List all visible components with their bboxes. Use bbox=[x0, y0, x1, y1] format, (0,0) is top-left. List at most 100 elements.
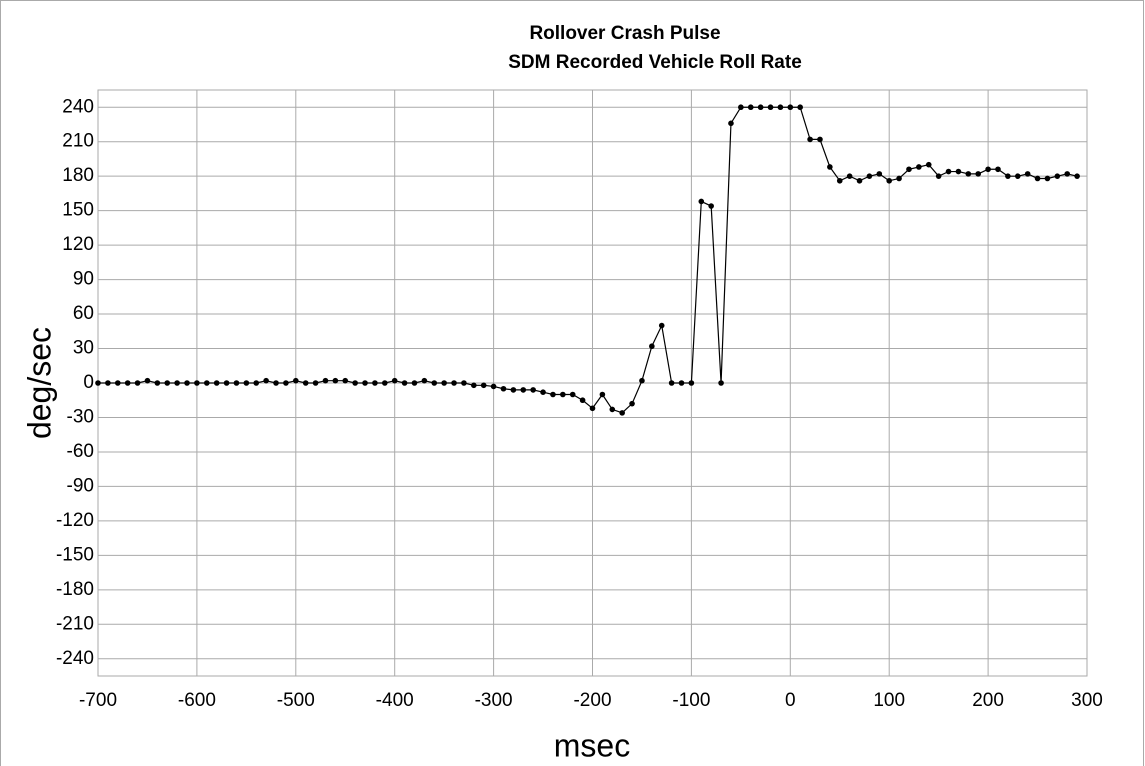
data-point bbox=[629, 400, 635, 407]
data-point bbox=[401, 380, 408, 386]
data-point bbox=[134, 380, 141, 386]
y-tick-label: -90 bbox=[67, 475, 94, 496]
x-tick-label: -100 bbox=[672, 690, 710, 711]
data-point bbox=[757, 104, 764, 111]
y-tick-label: 240 bbox=[62, 96, 94, 117]
data-point bbox=[213, 380, 220, 386]
y-tick-label: -30 bbox=[67, 406, 94, 427]
x-tick-label: -700 bbox=[79, 690, 117, 711]
data-point bbox=[906, 166, 912, 173]
data-point bbox=[866, 173, 873, 179]
data-point bbox=[1054, 173, 1061, 179]
x-tick-label: -300 bbox=[475, 690, 513, 711]
data-point bbox=[886, 177, 892, 184]
data-point bbox=[1014, 173, 1021, 179]
data-point bbox=[649, 343, 655, 350]
y-tick-label: 180 bbox=[62, 165, 94, 186]
data-point bbox=[322, 377, 329, 384]
y-axis-label: deg/sec bbox=[21, 327, 57, 439]
data-point bbox=[283, 380, 289, 386]
y-tick-label: 90 bbox=[73, 269, 94, 290]
data-point bbox=[708, 203, 714, 209]
data-point bbox=[332, 377, 339, 384]
y-tick-label: -210 bbox=[56, 613, 94, 634]
data-point bbox=[718, 380, 724, 386]
data-point bbox=[965, 171, 972, 177]
data-point bbox=[985, 166, 991, 173]
y-tick-label: -240 bbox=[56, 648, 94, 669]
data-point bbox=[174, 380, 180, 386]
data-point bbox=[302, 380, 309, 386]
data-point bbox=[164, 380, 171, 386]
data-point bbox=[480, 382, 487, 389]
data-point bbox=[896, 175, 902, 182]
y-tick-label: 30 bbox=[73, 338, 94, 359]
y-tick-label: -120 bbox=[56, 510, 94, 531]
x-tick-label: 300 bbox=[1071, 690, 1103, 711]
data-point bbox=[1074, 173, 1080, 179]
data-point bbox=[589, 405, 596, 412]
y-tick-label: 120 bbox=[62, 234, 94, 255]
data-point bbox=[372, 380, 378, 386]
data-point bbox=[846, 173, 853, 179]
data-point bbox=[827, 164, 833, 170]
data-point bbox=[777, 104, 784, 111]
data-point bbox=[471, 382, 477, 389]
x-tick-label: 200 bbox=[972, 690, 1004, 711]
data-point bbox=[668, 380, 675, 386]
data-point bbox=[421, 377, 428, 384]
data-point bbox=[312, 380, 319, 386]
data-point bbox=[916, 164, 922, 170]
data-point bbox=[836, 177, 843, 184]
data-point bbox=[599, 391, 606, 398]
data-point bbox=[490, 383, 497, 390]
data-point bbox=[738, 104, 744, 111]
data-point bbox=[263, 377, 269, 384]
data-point bbox=[658, 322, 665, 329]
data-point bbox=[975, 171, 982, 177]
data-point bbox=[955, 168, 962, 175]
data-point bbox=[223, 380, 230, 386]
data-point bbox=[1044, 175, 1051, 182]
x-tick-label: 0 bbox=[785, 690, 796, 711]
data-point bbox=[767, 104, 774, 111]
x-tick-label: -500 bbox=[277, 690, 315, 711]
data-point bbox=[411, 380, 418, 386]
data-point bbox=[807, 136, 813, 143]
x-tick-label: -400 bbox=[376, 690, 414, 711]
data-point bbox=[560, 391, 566, 398]
data-point bbox=[550, 391, 556, 398]
data-point bbox=[500, 385, 507, 392]
data-line bbox=[98, 106, 1078, 414]
y-tick-label: -60 bbox=[67, 441, 94, 462]
data-point bbox=[688, 380, 695, 386]
data-point bbox=[569, 391, 576, 398]
y-tick-label: 150 bbox=[62, 200, 94, 221]
data-point bbox=[995, 166, 1001, 173]
data-point bbox=[797, 104, 803, 111]
data-point bbox=[124, 380, 131, 386]
data-point bbox=[698, 198, 705, 205]
data-point bbox=[382, 380, 388, 386]
data-point bbox=[787, 104, 794, 111]
data-point bbox=[876, 171, 883, 177]
data-point bbox=[1005, 173, 1011, 179]
data-point bbox=[1034, 175, 1041, 182]
data-point bbox=[184, 380, 190, 386]
data-point bbox=[530, 387, 536, 393]
data-point bbox=[451, 380, 457, 386]
data-point bbox=[95, 380, 101, 386]
data-point bbox=[203, 380, 210, 386]
data-point bbox=[1064, 171, 1071, 177]
data-point bbox=[273, 380, 279, 386]
data-point bbox=[243, 380, 250, 386]
data-point bbox=[293, 377, 299, 384]
y-tick-label: 210 bbox=[62, 131, 94, 152]
x-tick-label: 100 bbox=[873, 690, 905, 711]
data-point bbox=[510, 387, 517, 393]
data-point bbox=[609, 406, 616, 413]
data-point bbox=[105, 380, 111, 386]
data-point bbox=[431, 380, 438, 386]
